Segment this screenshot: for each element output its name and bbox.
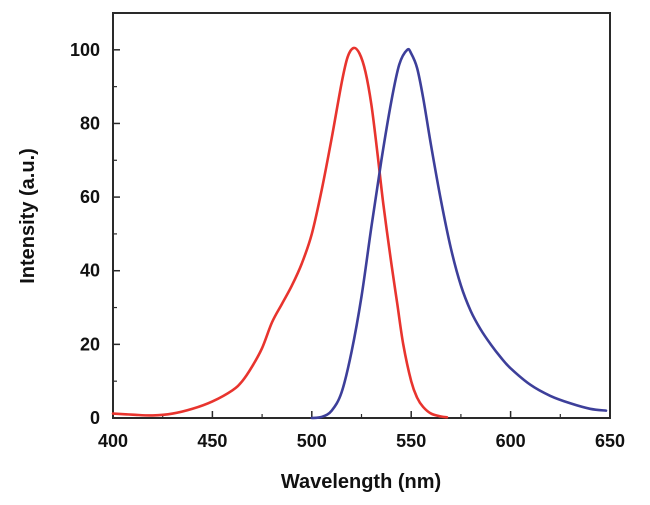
y-axis-ticks — [113, 12, 120, 419]
x-tick-label: 550 — [396, 431, 426, 451]
y-axis-title: Intensity (a.u.) — [17, 148, 39, 284]
series-layer — [111, 46, 608, 420]
y-tick-label: 60 — [80, 187, 100, 207]
x-axis-ticks — [112, 411, 611, 418]
y-tick-label: 40 — [80, 261, 100, 281]
y-axis-tick-labels: 0 20 40 60 80 100 — [70, 40, 100, 428]
x-tick-label: 500 — [297, 431, 327, 451]
y-tick-label: 80 — [80, 113, 100, 133]
x-tick-label: 450 — [197, 431, 227, 451]
y-tick-label: 100 — [70, 40, 100, 60]
series-line-emission — [310, 47, 608, 420]
y-tick-label: 0 — [90, 408, 100, 428]
x-axis-title: Wavelength (nm) — [281, 471, 441, 493]
plot-frame — [112, 12, 611, 419]
x-tick-label: 600 — [496, 431, 526, 451]
x-tick-label: 400 — [98, 431, 128, 451]
x-tick-label: 650 — [595, 431, 625, 451]
y-tick-label: 20 — [80, 334, 100, 354]
series-line-excitation — [111, 46, 449, 419]
x-axis-tick-labels: 400 450 500 550 600 650 — [98, 431, 625, 451]
